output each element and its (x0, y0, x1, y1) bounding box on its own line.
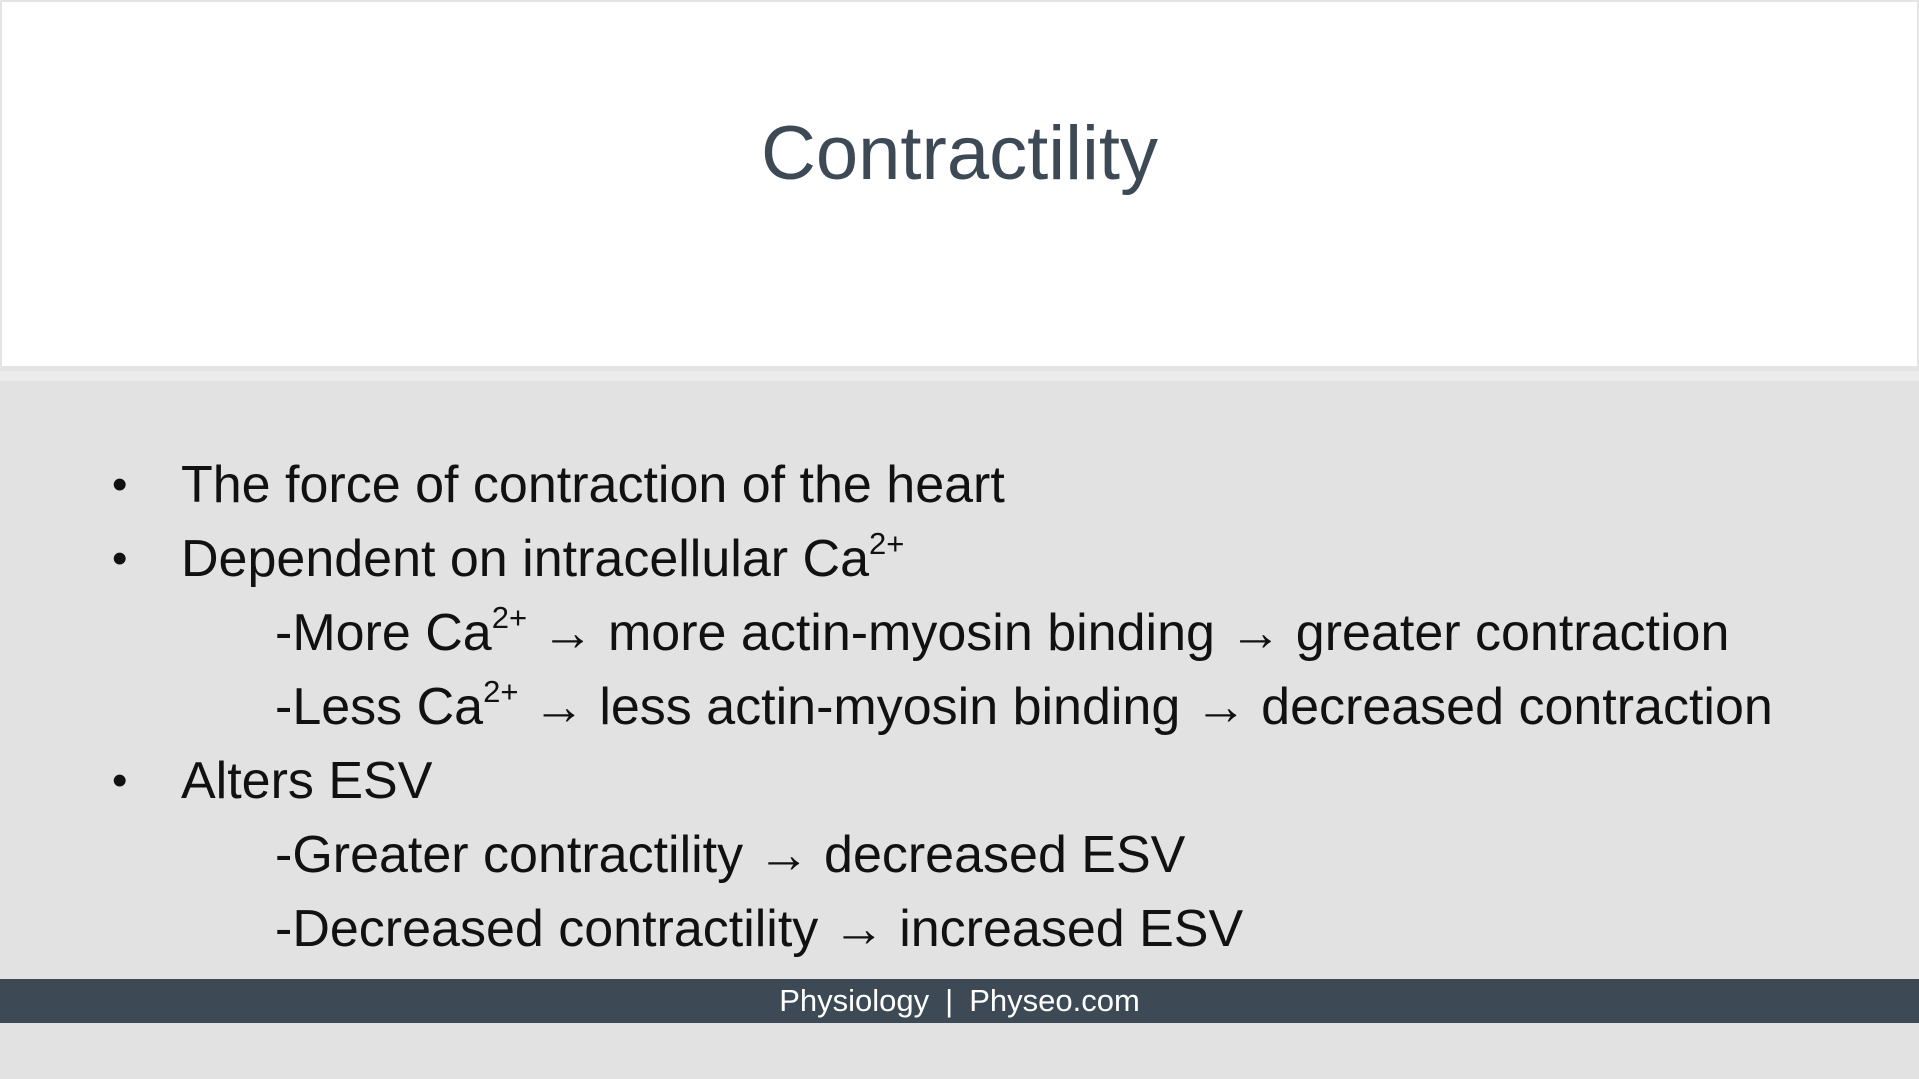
divider (0, 371, 1919, 381)
content-area: • The force of contraction of the heart … (0, 448, 1919, 966)
sub-item-text: -Less Ca2+ → less actin-myosin binding →… (275, 673, 1773, 736)
bullet-item-calcium: • Dependent on intracellular Ca2+ (0, 522, 1919, 596)
footer-separator: | (945, 983, 954, 1018)
slide-title: Contractility (761, 111, 1158, 196)
sub-item-text: -More Ca2+ → more actin-myosin binding →… (275, 599, 1730, 662)
sub-item-more-calcium: -More Ca2+ → more actin-myosin binding →… (0, 596, 1919, 670)
sub-item-decreased-contractility: -Decreased contractility → increased ESV (0, 892, 1919, 966)
bullet-icon: • (112, 534, 128, 583)
sub-item-less-calcium: -Less Ca2+ → less actin-myosin binding →… (0, 670, 1919, 744)
bullet-icon: • (112, 756, 128, 805)
sub-item-greater-contractility: -Greater contractility → decreased ESV (0, 818, 1919, 892)
title-box: Contractility (0, 0, 1919, 371)
sub-item-text: -Greater contractility → decreased ESV (275, 826, 1186, 884)
footer-subject: Physiology (779, 983, 930, 1018)
footer-bar: Physiology | Physeo.com (0, 979, 1919, 1023)
footer-site: Physeo.com (969, 983, 1140, 1018)
bullet-icon: • (112, 460, 128, 509)
bullet-item-esv: • Alters ESV (0, 744, 1919, 818)
bullet-item-force: • The force of contraction of the heart (0, 448, 1919, 522)
bullet-text: Dependent on intracellular Ca2+ (181, 525, 905, 588)
bullet-text: Alters ESV (181, 752, 433, 810)
bullet-text: The force of contraction of the heart (181, 456, 1005, 514)
sub-item-text: -Decreased contractility → increased ESV (275, 900, 1244, 958)
